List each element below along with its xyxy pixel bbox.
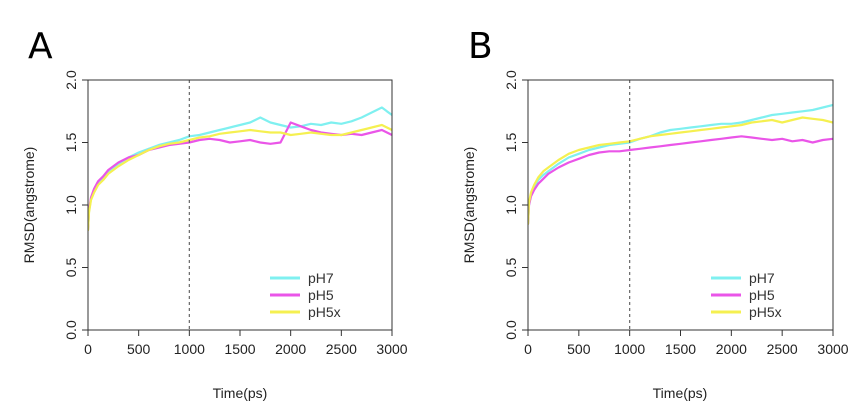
plot-frame bbox=[527, 79, 834, 331]
x-tick-label: 500 bbox=[567, 341, 591, 357]
series-line-ph5 bbox=[528, 135, 833, 225]
x-tick-label: 3000 bbox=[376, 341, 407, 357]
y-tick-label: 0.5 bbox=[503, 258, 519, 278]
series-group bbox=[88, 106, 392, 232]
panel-label: B bbox=[468, 26, 493, 67]
x-tick-label: 2000 bbox=[275, 341, 306, 357]
x-tick-label: 0 bbox=[84, 341, 92, 357]
legend-label-ph7: pH7 bbox=[749, 270, 775, 286]
y-tick-label: 2.0 bbox=[503, 70, 519, 90]
panel-label: A bbox=[28, 26, 53, 67]
x-tick-label: 1500 bbox=[665, 341, 696, 357]
legend-label-ph7: pH7 bbox=[308, 270, 334, 286]
series-line-ph5x bbox=[528, 116, 833, 225]
y-axis-title: RMSD(angstrome) bbox=[461, 147, 477, 264]
x-tick-label: 500 bbox=[127, 341, 151, 357]
y-tick-label: 0.0 bbox=[63, 320, 79, 340]
chart-panel-a: A 0 500 1000 1500 2000 2500 3000 0.0 0.5 1.0 1.5 2.0… bbox=[21, 26, 408, 401]
series-line-ph5x bbox=[88, 123, 392, 232]
series-group bbox=[528, 103, 833, 225]
y-tick-label: 0.5 bbox=[63, 258, 79, 278]
x-tick-label: 2500 bbox=[767, 341, 798, 357]
legend-label-ph5x: pH5x bbox=[749, 304, 782, 320]
x-tick-label: 2500 bbox=[326, 341, 357, 357]
legend-label-ph5: pH5 bbox=[308, 287, 334, 303]
legend-label-ph5x: pH5x bbox=[308, 304, 341, 320]
y-axis-title: RMSD(angstrome) bbox=[21, 147, 37, 264]
x-tick-label: 1500 bbox=[224, 341, 255, 357]
y-tick-label: 1.0 bbox=[63, 195, 79, 215]
x-axis-title: Time(ps) bbox=[653, 385, 708, 401]
legend-label-ph5: pH5 bbox=[749, 287, 775, 303]
series-line-ph7 bbox=[88, 106, 392, 232]
x-axis-title: Time(ps) bbox=[213, 385, 268, 401]
y-tick-label: 1.0 bbox=[503, 195, 519, 215]
plot-frame bbox=[87, 79, 393, 331]
y-tick-label: 2.0 bbox=[63, 70, 79, 90]
x-tick-label: 3000 bbox=[817, 341, 848, 357]
y-tick-label: 1.5 bbox=[503, 133, 519, 153]
x-tick-label: 1000 bbox=[174, 341, 205, 357]
series-line-ph5 bbox=[88, 121, 392, 232]
chart-panel-b: B 0 500 1000 1500 2000 2500 3000 0.0 0.5 1.0 1.5 2.0… bbox=[461, 26, 849, 401]
series-line-ph7 bbox=[528, 103, 833, 225]
x-tick-label: 0 bbox=[524, 341, 532, 357]
y-tick-label: 0.0 bbox=[503, 320, 519, 340]
x-tick-label: 2000 bbox=[716, 341, 747, 357]
y-tick-label: 1.5 bbox=[63, 133, 79, 153]
x-tick-label: 1000 bbox=[614, 341, 645, 357]
